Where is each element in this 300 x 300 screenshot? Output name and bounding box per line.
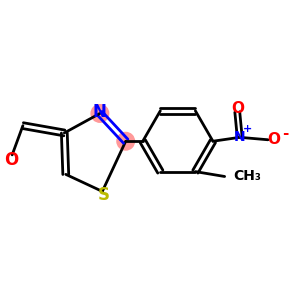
- Text: S: S: [97, 186, 109, 204]
- Text: -: -: [282, 126, 288, 141]
- Text: +: +: [242, 124, 252, 134]
- Text: O: O: [267, 132, 280, 147]
- Circle shape: [117, 133, 134, 150]
- Text: O: O: [231, 101, 244, 116]
- Text: O: O: [4, 151, 18, 169]
- Text: CH₃: CH₃: [233, 169, 261, 184]
- Text: N: N: [234, 130, 245, 144]
- Circle shape: [91, 105, 109, 122]
- Text: N: N: [93, 103, 107, 121]
